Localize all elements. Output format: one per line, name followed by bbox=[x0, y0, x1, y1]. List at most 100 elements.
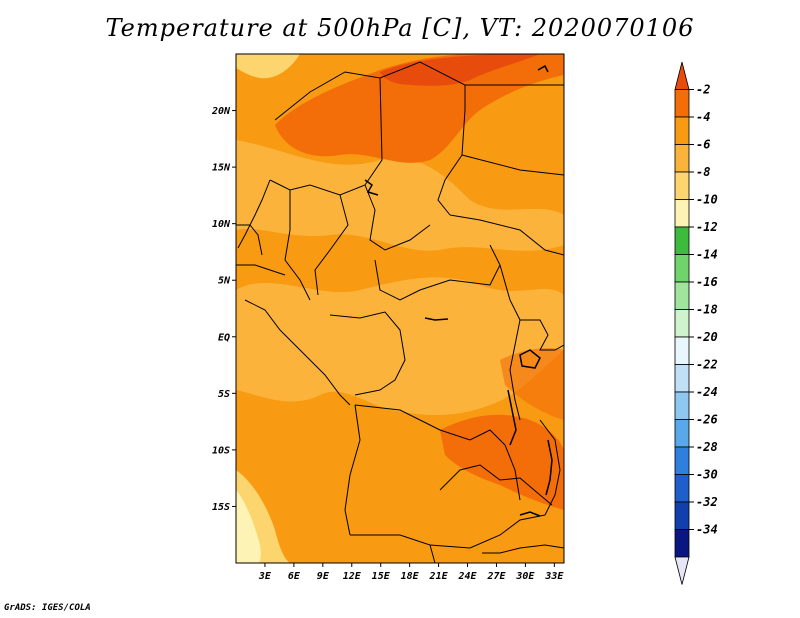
colorbar-label: -34 bbox=[696, 523, 718, 537]
boundary-path bbox=[244, 299, 351, 406]
field-band-4-to-2-sahara bbox=[275, 54, 564, 163]
colorbar-swatch bbox=[674, 199, 690, 228]
colorbar-swatch bbox=[674, 254, 690, 283]
boundary-path bbox=[499, 264, 521, 421]
colorbar-label: -18 bbox=[696, 303, 718, 317]
colorbar-swatch bbox=[674, 171, 690, 200]
colorbar-swatch bbox=[674, 116, 690, 145]
colorbar-label: -32 bbox=[696, 495, 718, 509]
x-tick-label: 12E bbox=[343, 571, 362, 582]
lake-outline bbox=[537, 64, 549, 73]
y-tick-label: 10N bbox=[212, 219, 231, 230]
lake-outline bbox=[519, 349, 541, 369]
lake-outline bbox=[507, 389, 517, 446]
colorbar-label: -22 bbox=[696, 358, 718, 372]
x-axis: 3E 6E 9E 12E 15E 18E 21E 24E 27E 30E 33E bbox=[258, 563, 564, 582]
x-tick-label: 3E bbox=[258, 571, 272, 582]
colorbar-label: -10 bbox=[696, 193, 718, 207]
boundary-path bbox=[379, 61, 466, 216]
field-band-10-to-8-northwest bbox=[236, 54, 300, 79]
x-tick-label: 33E bbox=[544, 571, 564, 582]
colorbar-label: -14 bbox=[696, 248, 718, 262]
colorbar-label: -28 bbox=[696, 440, 718, 454]
boundary-path bbox=[461, 154, 564, 176]
colorbar-triangle-bottom bbox=[674, 556, 690, 585]
colorbar-swatch bbox=[674, 144, 690, 173]
field-band-10-to-12-southwest bbox=[236, 490, 261, 563]
x-tick-label: 9E bbox=[317, 571, 330, 582]
field-band-4-to-2-southeast bbox=[440, 414, 564, 510]
colorbar-label: -16 bbox=[696, 275, 718, 289]
x-tick-label: 21E bbox=[429, 571, 449, 582]
lakes bbox=[364, 64, 553, 517]
colorbar-label: -26 bbox=[696, 413, 718, 427]
colorbar-swatch bbox=[674, 281, 690, 310]
x-tick-label: 24E bbox=[457, 571, 477, 582]
boundary-path bbox=[344, 404, 361, 536]
colorbar-label: -2 bbox=[696, 83, 710, 97]
field-band-8-to-6-congo bbox=[236, 277, 564, 415]
colorbar-label: -12 bbox=[696, 220, 718, 234]
boundary-path bbox=[449, 214, 564, 256]
colorbar-swatch bbox=[674, 226, 690, 255]
boundary-path bbox=[314, 194, 349, 296]
lake-outline bbox=[545, 439, 553, 496]
lake-outline bbox=[519, 511, 541, 517]
boundary-path bbox=[236, 264, 286, 276]
lake-outline bbox=[424, 317, 449, 321]
boundary-path bbox=[237, 179, 271, 249]
boundary-path bbox=[269, 71, 383, 196]
x-tick-label: 6E bbox=[288, 571, 301, 582]
boundary-path bbox=[364, 184, 431, 251]
colorbar-swatch bbox=[674, 419, 690, 448]
colorbar-swatch bbox=[674, 336, 690, 365]
y-tick-label: 15N bbox=[212, 163, 231, 174]
colorbar-label: -24 bbox=[696, 385, 718, 399]
map-frame bbox=[235, 53, 565, 564]
field-band-6-to-4-west-coast bbox=[236, 395, 346, 563]
boundary-path bbox=[284, 190, 311, 301]
y-axis: 20N 15N 10N 5N EQ 5S 10S 15S bbox=[211, 106, 236, 513]
colorbar: -2 -4 -6 -8 -10 -12 -14 -16 -18 -20 -22 -24 -26 -28 -3… bbox=[674, 61, 718, 585]
colorbar-label: -6 bbox=[696, 138, 710, 152]
colorbar-swatch bbox=[674, 446, 690, 475]
boundary-path bbox=[429, 514, 546, 549]
colorbar-swatch bbox=[674, 474, 690, 503]
y-tick-label: 15S bbox=[212, 502, 230, 513]
colorbar-swatch bbox=[674, 309, 690, 338]
colorbar-label: -30 bbox=[696, 468, 718, 482]
field-band-8-to-6-sahel bbox=[236, 140, 564, 251]
colorbar-swatch bbox=[674, 501, 690, 530]
boundary-path bbox=[354, 404, 506, 446]
boundary-path bbox=[374, 244, 501, 301]
colorbar-label: -8 bbox=[696, 165, 710, 179]
x-tick-label: 30E bbox=[515, 571, 535, 582]
boundary-path bbox=[236, 224, 263, 256]
y-tick-label: 5N bbox=[218, 276, 231, 287]
x-tick-label: 15E bbox=[372, 571, 391, 582]
boundary-path bbox=[439, 464, 553, 506]
x-tick-label: 18E bbox=[401, 571, 420, 582]
x-tick-label: 27E bbox=[486, 571, 506, 582]
temperature-field bbox=[236, 54, 564, 563]
colorbar-swatch bbox=[674, 364, 690, 393]
boundary-path bbox=[350, 534, 436, 563]
boundary-path bbox=[520, 319, 564, 351]
field-band-4-to-6-east bbox=[500, 348, 564, 420]
y-tick-label: 5S bbox=[218, 389, 230, 400]
grads-credit: GrADS: IGES/COLA bbox=[4, 603, 91, 613]
colorbar-label: -4 bbox=[696, 110, 710, 124]
y-tick-label: 10S bbox=[212, 445, 230, 456]
country-boundaries bbox=[236, 61, 564, 563]
chart-title: Temperature at 500hPa [C], VT: 202007010… bbox=[105, 14, 695, 42]
boundary-path bbox=[504, 444, 521, 501]
colorbar-triangle-top bbox=[674, 61, 690, 90]
boundary-path bbox=[329, 311, 406, 396]
colorbar-label: -20 bbox=[696, 330, 718, 344]
colorbar-swatch bbox=[674, 529, 690, 558]
lake-outline bbox=[364, 179, 379, 196]
boundary-path bbox=[482, 544, 564, 554]
y-tick-label: 20N bbox=[211, 106, 231, 117]
